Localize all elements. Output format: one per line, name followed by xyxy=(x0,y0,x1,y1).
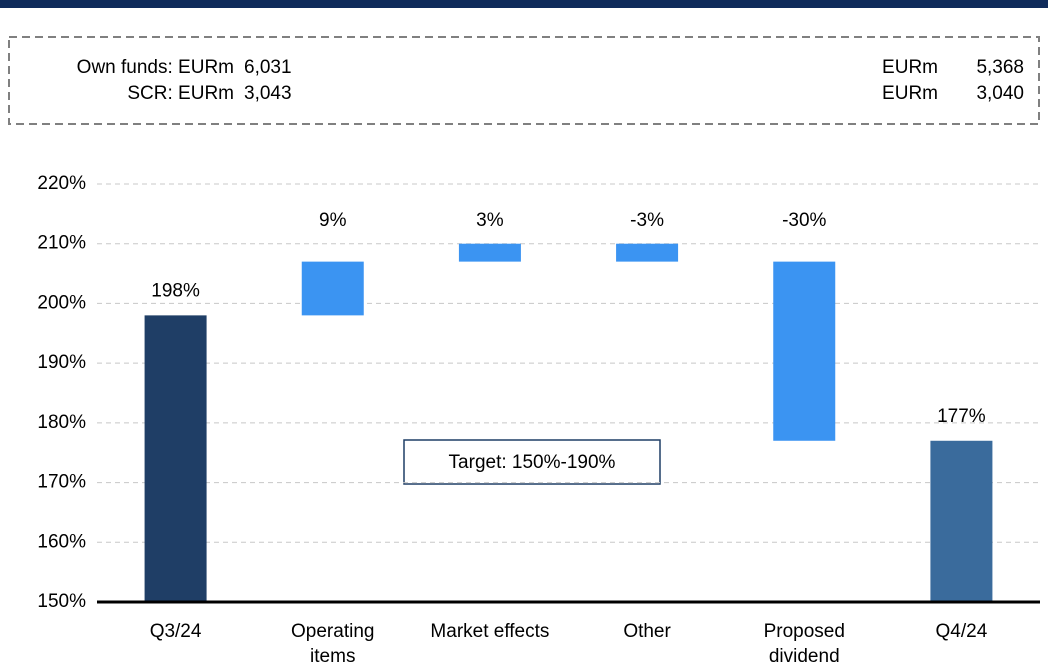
y-tick-label: 190% xyxy=(37,352,86,373)
annotation: Target: 150%-190% xyxy=(449,452,616,473)
info-label: EURm xyxy=(882,57,938,78)
info-value: 6,031 xyxy=(244,57,292,78)
annotation-box xyxy=(403,439,661,485)
bar xyxy=(301,261,364,316)
x-tick-label: Other xyxy=(623,621,671,642)
bar xyxy=(458,243,521,262)
bar xyxy=(616,243,679,262)
info-value: 3,043 xyxy=(244,83,292,104)
info-value: 5,368 xyxy=(976,57,1024,78)
x-tick-label: Q3/24 xyxy=(150,621,202,642)
bar xyxy=(930,440,993,602)
info-label: Own funds: EURm xyxy=(77,57,234,78)
info-box xyxy=(8,36,1040,125)
value-label: 177% xyxy=(937,406,986,427)
y-tick-label: 200% xyxy=(37,292,86,313)
y-tick-label: 180% xyxy=(37,412,86,433)
value-label: -30% xyxy=(782,210,826,231)
value-label: 198% xyxy=(151,280,200,301)
x-tick-label: Proposed dividend xyxy=(764,621,845,667)
y-tick-label: 160% xyxy=(37,531,86,552)
bar xyxy=(144,315,207,602)
value-label: 3% xyxy=(476,210,504,231)
x-tick-label: Q4/24 xyxy=(936,621,988,642)
info-label: SCR: EURm xyxy=(127,83,234,104)
y-tick-label: 170% xyxy=(37,472,86,493)
info-value: 3,040 xyxy=(976,83,1024,104)
y-tick-label: 220% xyxy=(37,173,86,194)
bar xyxy=(773,261,836,441)
y-tick-label: 210% xyxy=(37,233,86,254)
value-label: 9% xyxy=(319,210,347,231)
x-tick-label: Operating items xyxy=(291,621,374,667)
y-tick-label: 150% xyxy=(37,591,86,612)
x-tick-label: Market effects xyxy=(430,621,549,642)
header-bar xyxy=(0,0,1048,8)
value-label: -3% xyxy=(630,210,664,231)
info-label: EURm xyxy=(882,83,938,104)
